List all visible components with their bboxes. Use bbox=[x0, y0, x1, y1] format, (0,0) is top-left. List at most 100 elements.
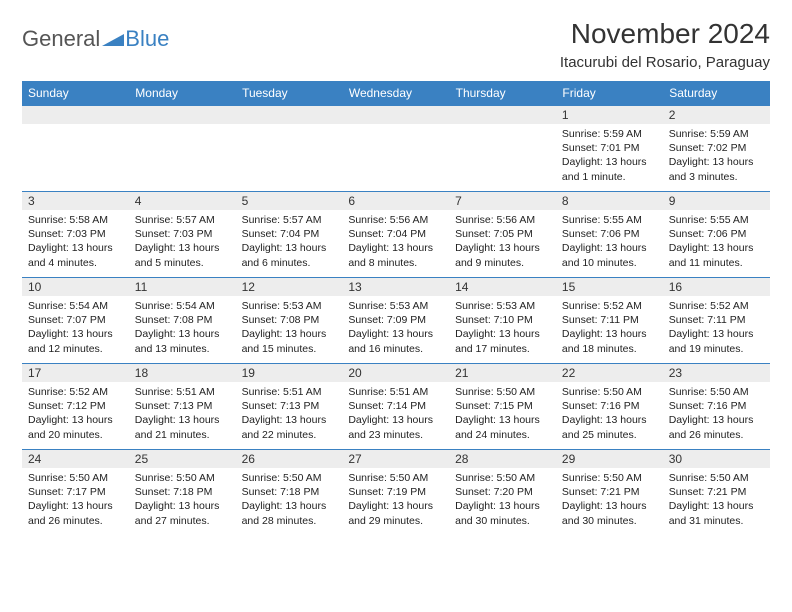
daylight-text: Daylight: 13 hours and 6 minutes. bbox=[242, 241, 337, 269]
day-detail: Sunrise: 5:53 AMSunset: 7:08 PMDaylight:… bbox=[236, 296, 343, 358]
day-detail: Sunrise: 5:50 AMSunset: 7:16 PMDaylight:… bbox=[556, 382, 663, 444]
day-detail: Sunrise: 5:55 AMSunset: 7:06 PMDaylight:… bbox=[663, 210, 770, 272]
day-number: 30 bbox=[663, 450, 770, 468]
calendar-cell: 15Sunrise: 5:52 AMSunset: 7:11 PMDayligh… bbox=[556, 278, 663, 364]
day-detail: Sunrise: 5:53 AMSunset: 7:10 PMDaylight:… bbox=[449, 296, 556, 358]
calendar-cell: 30Sunrise: 5:50 AMSunset: 7:21 PMDayligh… bbox=[663, 450, 770, 536]
day-detail: Sunrise: 5:50 AMSunset: 7:16 PMDaylight:… bbox=[663, 382, 770, 444]
sunset-text: Sunset: 7:08 PM bbox=[135, 313, 230, 327]
day-number: 13 bbox=[342, 278, 449, 296]
calendar-cell: 11Sunrise: 5:54 AMSunset: 7:08 PMDayligh… bbox=[129, 278, 236, 364]
location-label: Itacurubi del Rosario, Paraguay bbox=[560, 54, 770, 71]
daylight-text: Daylight: 13 hours and 22 minutes. bbox=[242, 413, 337, 441]
sunrise-text: Sunrise: 5:52 AM bbox=[28, 385, 123, 399]
calendar-cell: 4Sunrise: 5:57 AMSunset: 7:03 PMDaylight… bbox=[129, 192, 236, 278]
sunset-text: Sunset: 7:20 PM bbox=[455, 485, 550, 499]
sunrise-text: Sunrise: 5:55 AM bbox=[669, 213, 764, 227]
sunset-text: Sunset: 7:09 PM bbox=[348, 313, 443, 327]
day-number: 26 bbox=[236, 450, 343, 468]
day-number: 24 bbox=[22, 450, 129, 468]
day-number: 8 bbox=[556, 192, 663, 210]
calendar-cell: 28Sunrise: 5:50 AMSunset: 7:20 PMDayligh… bbox=[449, 450, 556, 536]
calendar-cell bbox=[342, 106, 449, 192]
daylight-text: Daylight: 13 hours and 24 minutes. bbox=[455, 413, 550, 441]
sunrise-text: Sunrise: 5:50 AM bbox=[562, 385, 657, 399]
sunrise-text: Sunrise: 5:56 AM bbox=[348, 213, 443, 227]
day-detail: Sunrise: 5:52 AMSunset: 7:11 PMDaylight:… bbox=[556, 296, 663, 358]
sunrise-text: Sunrise: 5:57 AM bbox=[242, 213, 337, 227]
weekday-header: Friday bbox=[556, 81, 663, 106]
sunrise-text: Sunrise: 5:54 AM bbox=[135, 299, 230, 313]
day-number-blank bbox=[342, 106, 449, 124]
daylight-text: Daylight: 13 hours and 29 minutes. bbox=[348, 499, 443, 527]
calendar-week-row: 3Sunrise: 5:58 AMSunset: 7:03 PMDaylight… bbox=[22, 192, 770, 278]
sunset-text: Sunset: 7:03 PM bbox=[135, 227, 230, 241]
day-number: 10 bbox=[22, 278, 129, 296]
sunset-text: Sunset: 7:19 PM bbox=[348, 485, 443, 499]
daylight-text: Daylight: 13 hours and 1 minute. bbox=[562, 155, 657, 183]
header: General Blue November 2024 Itacurubi del… bbox=[22, 18, 770, 71]
calendar-cell: 23Sunrise: 5:50 AMSunset: 7:16 PMDayligh… bbox=[663, 364, 770, 450]
day-number: 6 bbox=[342, 192, 449, 210]
calendar-cell: 26Sunrise: 5:50 AMSunset: 7:18 PMDayligh… bbox=[236, 450, 343, 536]
calendar-cell: 16Sunrise: 5:52 AMSunset: 7:11 PMDayligh… bbox=[663, 278, 770, 364]
day-number: 2 bbox=[663, 106, 770, 124]
sunrise-text: Sunrise: 5:50 AM bbox=[242, 471, 337, 485]
day-detail: Sunrise: 5:53 AMSunset: 7:09 PMDaylight:… bbox=[342, 296, 449, 358]
title-block: November 2024 Itacurubi del Rosario, Par… bbox=[560, 18, 770, 71]
day-number: 28 bbox=[449, 450, 556, 468]
day-number: 7 bbox=[449, 192, 556, 210]
day-number: 27 bbox=[342, 450, 449, 468]
calendar-container: General Blue November 2024 Itacurubi del… bbox=[0, 0, 792, 536]
calendar-week-row: 10Sunrise: 5:54 AMSunset: 7:07 PMDayligh… bbox=[22, 278, 770, 364]
sunrise-text: Sunrise: 5:50 AM bbox=[455, 385, 550, 399]
day-detail: Sunrise: 5:50 AMSunset: 7:19 PMDaylight:… bbox=[342, 468, 449, 530]
sunset-text: Sunset: 7:18 PM bbox=[242, 485, 337, 499]
sunrise-text: Sunrise: 5:59 AM bbox=[669, 127, 764, 141]
daylight-text: Daylight: 13 hours and 12 minutes. bbox=[28, 327, 123, 355]
sunset-text: Sunset: 7:16 PM bbox=[562, 399, 657, 413]
sunset-text: Sunset: 7:11 PM bbox=[669, 313, 764, 327]
sunrise-text: Sunrise: 5:59 AM bbox=[562, 127, 657, 141]
daylight-text: Daylight: 13 hours and 3 minutes. bbox=[669, 155, 764, 183]
sunset-text: Sunset: 7:02 PM bbox=[669, 141, 764, 155]
day-detail: Sunrise: 5:50 AMSunset: 7:15 PMDaylight:… bbox=[449, 382, 556, 444]
weekday-header: Wednesday bbox=[342, 81, 449, 106]
daylight-text: Daylight: 13 hours and 26 minutes. bbox=[28, 499, 123, 527]
day-detail: Sunrise: 5:50 AMSunset: 7:17 PMDaylight:… bbox=[22, 468, 129, 530]
sunset-text: Sunset: 7:14 PM bbox=[348, 399, 443, 413]
day-number: 3 bbox=[22, 192, 129, 210]
sunrise-text: Sunrise: 5:51 AM bbox=[348, 385, 443, 399]
daylight-text: Daylight: 13 hours and 31 minutes. bbox=[669, 499, 764, 527]
sunset-text: Sunset: 7:13 PM bbox=[242, 399, 337, 413]
day-detail: Sunrise: 5:58 AMSunset: 7:03 PMDaylight:… bbox=[22, 210, 129, 272]
day-detail: Sunrise: 5:50 AMSunset: 7:21 PMDaylight:… bbox=[556, 468, 663, 530]
daylight-text: Daylight: 13 hours and 20 minutes. bbox=[28, 413, 123, 441]
calendar-cell: 8Sunrise: 5:55 AMSunset: 7:06 PMDaylight… bbox=[556, 192, 663, 278]
calendar-week-row: 24Sunrise: 5:50 AMSunset: 7:17 PMDayligh… bbox=[22, 450, 770, 536]
day-detail: Sunrise: 5:51 AMSunset: 7:13 PMDaylight:… bbox=[129, 382, 236, 444]
daylight-text: Daylight: 13 hours and 17 minutes. bbox=[455, 327, 550, 355]
day-detail: Sunrise: 5:51 AMSunset: 7:13 PMDaylight:… bbox=[236, 382, 343, 444]
sunrise-text: Sunrise: 5:55 AM bbox=[562, 213, 657, 227]
day-number: 20 bbox=[342, 364, 449, 382]
sunrise-text: Sunrise: 5:58 AM bbox=[28, 213, 123, 227]
calendar-cell: 29Sunrise: 5:50 AMSunset: 7:21 PMDayligh… bbox=[556, 450, 663, 536]
sunrise-text: Sunrise: 5:50 AM bbox=[669, 471, 764, 485]
calendar-cell: 25Sunrise: 5:50 AMSunset: 7:18 PMDayligh… bbox=[129, 450, 236, 536]
sunrise-text: Sunrise: 5:53 AM bbox=[455, 299, 550, 313]
day-detail: Sunrise: 5:54 AMSunset: 7:08 PMDaylight:… bbox=[129, 296, 236, 358]
logo: General Blue bbox=[22, 18, 169, 52]
sunset-text: Sunset: 7:06 PM bbox=[562, 227, 657, 241]
day-detail: Sunrise: 5:50 AMSunset: 7:20 PMDaylight:… bbox=[449, 468, 556, 530]
day-detail: Sunrise: 5:54 AMSunset: 7:07 PMDaylight:… bbox=[22, 296, 129, 358]
day-number: 5 bbox=[236, 192, 343, 210]
day-number-blank bbox=[449, 106, 556, 124]
daylight-text: Daylight: 13 hours and 9 minutes. bbox=[455, 241, 550, 269]
day-number: 15 bbox=[556, 278, 663, 296]
daylight-text: Daylight: 13 hours and 8 minutes. bbox=[348, 241, 443, 269]
daylight-text: Daylight: 13 hours and 18 minutes. bbox=[562, 327, 657, 355]
logo-text-general: General bbox=[22, 26, 100, 52]
weekday-header: Saturday bbox=[663, 81, 770, 106]
day-number: 4 bbox=[129, 192, 236, 210]
